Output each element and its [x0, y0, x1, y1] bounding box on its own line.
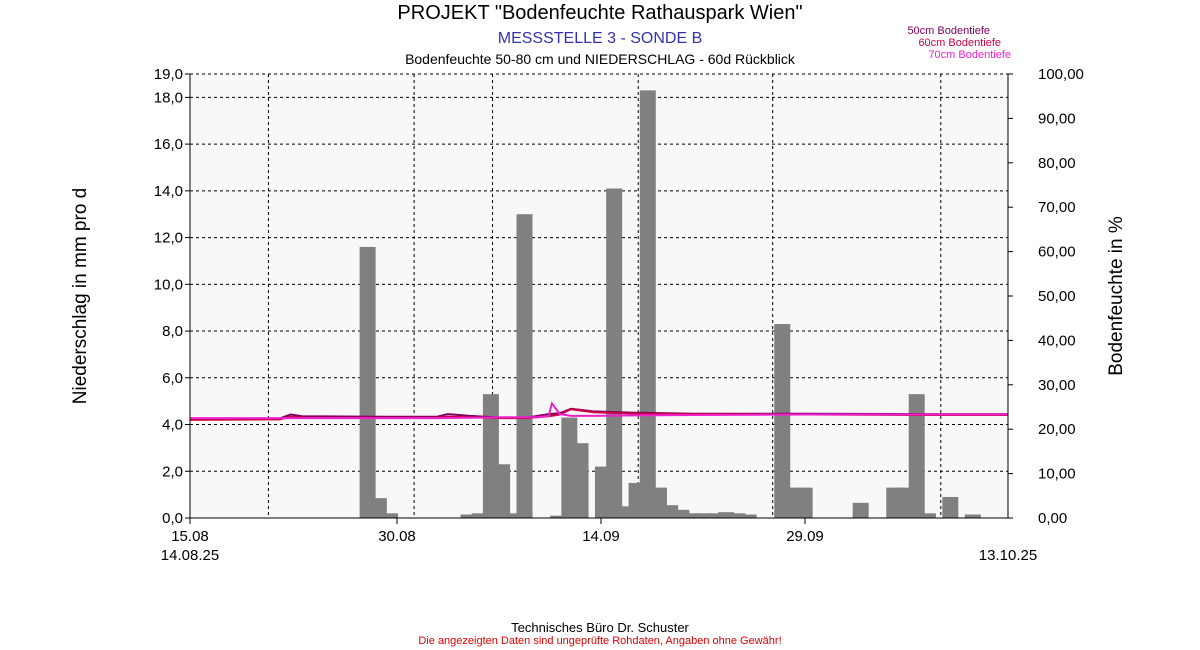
tick-label-right: 30,00	[1038, 377, 1076, 394]
footer-credit: Technisches Büro Dr. Schuster	[511, 620, 689, 635]
precip-bar	[919, 513, 936, 518]
tick-label-left: 4,0	[162, 417, 183, 434]
precip-bar	[471, 513, 488, 518]
precip-bar	[729, 513, 746, 518]
precip-bar	[942, 496, 959, 518]
tick-label-right: 100,00	[1038, 66, 1084, 83]
tick-label-left: 18,0	[154, 89, 183, 106]
tick-label-bottom: 14.09	[582, 528, 620, 545]
precip-bar	[572, 443, 589, 518]
precip-bar	[707, 513, 724, 518]
tick-label-right: 20,00	[1038, 421, 1076, 438]
tick-label-left: 8,0	[162, 323, 183, 340]
x-range-start: 14.08.25	[161, 547, 219, 564]
precip-bar	[639, 90, 656, 518]
tick-label-left: 6,0	[162, 370, 183, 387]
footer-disclaimer: Die angezeigten Daten sind ungeprüfte Ro…	[418, 635, 782, 647]
tick-label-right: 50,00	[1038, 288, 1076, 305]
precip-bar	[494, 464, 511, 518]
tick-label-left: 0,0	[162, 510, 183, 527]
chart-subtitle: MESSSTELLE 3 - SONDE B	[497, 30, 703, 47]
precip-bar	[740, 514, 757, 518]
precip-bar	[673, 509, 690, 518]
y-axis-title-left: Niederschlag in mm pro d	[70, 188, 91, 404]
precip-bar	[550, 515, 567, 518]
precip-bar	[695, 513, 712, 518]
tick-label-left: 10,0	[154, 276, 183, 293]
tick-label-left: 12,0	[154, 230, 183, 247]
tick-label-bottom: 29.09	[786, 528, 824, 545]
precip-bar	[516, 214, 533, 519]
precip-bar	[382, 513, 399, 518]
tick-label-left: 2,0	[162, 463, 183, 480]
tick-label-bottom: 15.08	[171, 528, 209, 545]
tick-label-left: 19,0	[154, 66, 183, 83]
precip-bar	[718, 512, 735, 518]
precip-bar	[460, 514, 477, 518]
precip-bar	[684, 513, 701, 518]
plot-area	[190, 74, 1008, 518]
precip-bar	[359, 246, 376, 518]
tick-label-right: 40,00	[1038, 332, 1076, 349]
tick-label-right: 0,00	[1038, 510, 1067, 527]
x-range-end: 13.10.25	[979, 547, 1037, 564]
legend-entry-70cm: 70cm Bodentiefe	[928, 49, 1011, 61]
precip-bar	[852, 502, 869, 518]
tick-label-right: 90,00	[1038, 110, 1076, 127]
precip-bar	[964, 514, 981, 518]
precip-bar	[774, 324, 791, 518]
tick-label-bottom: 30.08	[378, 528, 416, 545]
tick-label-right: 70,00	[1038, 199, 1076, 216]
moisture-line-3	[190, 401, 1008, 420]
chart-title: PROJEKT "Bodenfeuchte Rathauspark Wien"	[397, 2, 803, 24]
chart-subtitle-2: Bodenfeuchte 50-80 cm und NIEDERSCHLAG -…	[405, 51, 795, 67]
y-axis-title-right: Bodenfeuchte in %	[1106, 216, 1127, 376]
precip-bar	[908, 394, 925, 518]
precip-bar	[505, 513, 522, 518]
precip-bar	[370, 498, 387, 518]
precip-bar	[617, 506, 634, 518]
tick-label-right: 10,00	[1038, 466, 1076, 483]
legend-entry-60cm: 60cm Bodentiefe	[918, 37, 1001, 49]
tick-label-left: 16,0	[154, 136, 183, 153]
tick-label-right: 60,00	[1038, 244, 1076, 261]
precip-bar	[796, 487, 813, 518]
precip-bar	[606, 188, 623, 519]
tick-label-left: 14,0	[154, 183, 183, 200]
tick-label-right: 80,00	[1038, 155, 1076, 172]
legend-entry-50cm: 50cm Bodentiefe	[907, 25, 990, 37]
